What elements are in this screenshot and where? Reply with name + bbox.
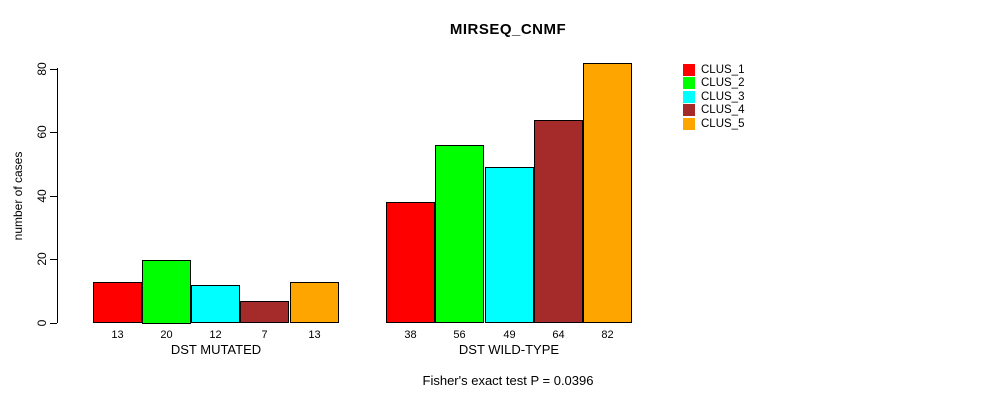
bar-value-label: 13 <box>111 329 124 341</box>
legend-swatch <box>683 91 695 103</box>
legend-label: CLUS_3 <box>701 91 745 103</box>
legend-swatch <box>683 118 695 130</box>
bar-clus_3-wildtype <box>485 167 534 323</box>
bar-value-label: 20 <box>160 329 173 341</box>
y-tick <box>50 259 57 260</box>
legend-item-clus_3: CLUS_3 <box>683 91 744 103</box>
bar-value-label: 12 <box>209 329 222 341</box>
y-tick <box>50 132 57 133</box>
bar-clus_1-mutated <box>93 282 142 323</box>
y-axis-line <box>57 68 58 323</box>
legend-label: CLUS_1 <box>701 64 745 76</box>
bar-clus_5-wildtype <box>583 63 632 323</box>
legend-swatch <box>683 64 695 76</box>
legend-item-clus_5: CLUS_5 <box>683 118 744 130</box>
legend-item-clus_1: CLUS_1 <box>683 64 744 76</box>
bar-clus_2-mutated <box>142 260 191 324</box>
bar-value-label: 38 <box>404 329 417 341</box>
plot-title: MIRSEQ_CNMF <box>449 21 567 38</box>
y-tick-label: 60 <box>35 125 49 139</box>
bar-clus_4-mutated <box>240 301 289 323</box>
legend-item-clus_2: CLUS_2 <box>683 77 744 89</box>
y-tick <box>50 69 57 70</box>
group-label-mutated: DST MUTATED <box>170 342 262 357</box>
bar-value-label: 56 <box>453 329 466 341</box>
footer-note: Fisher's exact test P = 0.0396 <box>422 373 594 388</box>
bar-clus_1-wildtype <box>386 202 435 323</box>
y-tick-label: 0 <box>35 319 49 327</box>
bar-value-label: 82 <box>601 329 614 341</box>
legend-label: CLUS_5 <box>701 118 745 130</box>
bar-clus_3-mutated <box>191 285 240 323</box>
legend-item-clus_4: CLUS_4 <box>683 104 744 116</box>
legend-swatch <box>683 104 695 116</box>
bar-value-label: 49 <box>503 329 516 341</box>
y-tick <box>50 196 57 197</box>
bar-value-label: 13 <box>308 329 321 341</box>
bar-value-label: 64 <box>552 329 565 341</box>
bar-value-label: 7 <box>261 329 268 341</box>
y-tick <box>50 323 57 324</box>
y-axis-label: number of cases <box>11 151 25 241</box>
bar-clus_4-wildtype <box>534 120 583 323</box>
y-tick-label: 20 <box>35 252 49 266</box>
legend-swatch <box>683 77 695 89</box>
legend-label: CLUS_2 <box>701 77 745 89</box>
y-tick-label: 80 <box>35 62 49 76</box>
bar-clus_5-mutated <box>290 282 339 323</box>
legend-label: CLUS_4 <box>701 104 745 116</box>
y-tick-label: 40 <box>35 189 49 203</box>
group-label-wildtype: DST WILD-TYPE <box>458 342 560 357</box>
bar-clus_2-wildtype <box>435 145 484 323</box>
